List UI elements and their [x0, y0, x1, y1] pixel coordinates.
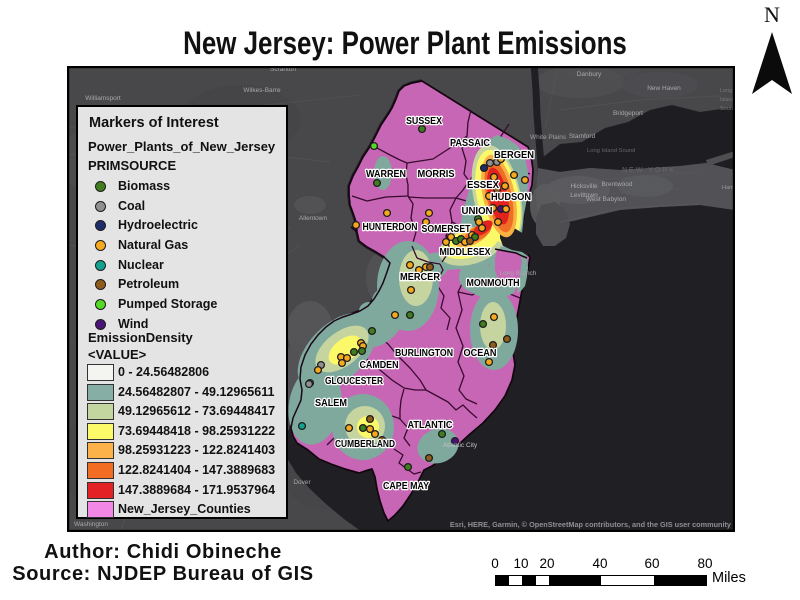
svg-text:MONMOUTH: MONMOUTH [467, 278, 520, 289]
svg-text:Allentown: Allentown [299, 215, 328, 222]
svg-text:CUMBERLAND: CUMBERLAND [335, 439, 395, 450]
svg-text:Long: Long [720, 88, 732, 94]
svg-text:CAMDEN: CAMDEN [360, 360, 399, 371]
svg-text:White Plains: White Plains [530, 134, 567, 141]
svg-text:Stamford: Stamford [569, 133, 596, 140]
svg-text:OCEAN: OCEAN [464, 348, 497, 359]
svg-text:UNION: UNION [462, 206, 493, 217]
svg-text:ATLANTIC: ATLANTIC [408, 420, 453, 431]
svg-text:MORRIS: MORRIS [418, 169, 456, 180]
svg-text:Brentwood: Brentwood [601, 181, 632, 188]
svg-text:ESSEX: ESSEX [467, 180, 500, 191]
svg-text:Washington: Washington [74, 521, 108, 528]
svg-text:West Babylon: West Babylon [586, 196, 626, 203]
svg-text:GLOUCESTER: GLOUCESTER [325, 376, 383, 387]
svg-text:MERCER: MERCER [400, 272, 440, 283]
svg-text:MIDDLESEX: MIDDLESEX [440, 247, 491, 258]
svg-text:Wilkes-Barre: Wilkes-Barre [243, 87, 281, 94]
svg-text:BURLINGTON: BURLINGTON [395, 348, 453, 359]
svg-text:Long Branch: Long Branch [500, 270, 537, 277]
svg-text:Hampton Ba: Hampton Ba [722, 185, 735, 191]
svg-text:NEW YORK: NEW YORK [622, 167, 676, 174]
svg-text:Danbury: Danbury [577, 71, 602, 78]
svg-text:Dover: Dover [293, 479, 311, 486]
svg-text:BERGEN: BERGEN [494, 150, 534, 161]
svg-text:CAPE MAY: CAPE MAY [383, 481, 429, 492]
svg-text:Levittown: Levittown [570, 192, 598, 199]
svg-text:SUSSEX: SUSSEX [406, 116, 442, 127]
svg-text:Sound: Sound [720, 106, 735, 112]
svg-text:WARREN: WARREN [366, 169, 406, 180]
svg-text:SOMERSET: SOMERSET [422, 224, 471, 235]
svg-text:Long Island Sound: Long Island Sound [587, 148, 635, 154]
svg-text:PASSAIC: PASSAIC [450, 138, 490, 149]
svg-text:HUDSON: HUDSON [491, 192, 531, 203]
svg-text:SALEM: SALEM [315, 398, 347, 409]
svg-text:Island: Island [720, 97, 735, 103]
svg-text:New Haven: New Haven [647, 85, 681, 92]
svg-text:Esri, HERE, Garmin, © OpenStre: Esri, HERE, Garmin, © OpenStreetMap cont… [450, 520, 732, 529]
svg-text:Hicksville: Hicksville [570, 183, 597, 190]
svg-text:Bridgeport: Bridgeport [613, 110, 643, 117]
svg-text:Scranton: Scranton [270, 66, 296, 73]
svg-text:Williamsport: Williamsport [85, 95, 121, 102]
svg-text:Atlantic City: Atlantic City [443, 442, 478, 449]
svg-text:HUNTERDON: HUNTERDON [363, 222, 418, 233]
